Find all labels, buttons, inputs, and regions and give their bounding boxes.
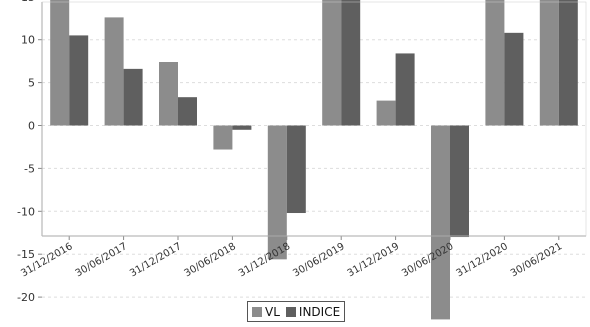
bar-vl-1 (104, 17, 124, 126)
bar-indice-9 (558, 0, 578, 126)
bar-indice-2 (178, 97, 197, 126)
x-tick-label: 31/12/2020 (454, 241, 509, 279)
x-tick-label: 31/12/2018 (237, 241, 292, 279)
y-tick-label: -15 (17, 248, 35, 261)
legend-label-indice: INDICE (298, 304, 341, 319)
y-tick-label: 0 (28, 120, 35, 133)
bar-vl-0 (50, 0, 70, 126)
bars (50, 0, 578, 320)
bar-vl-5 (322, 0, 342, 126)
legend: VL INDICE (247, 301, 346, 322)
x-axis-labels: 31/12/201630/06/201731/12/201730/06/2018… (19, 236, 564, 279)
bar-vl-2 (159, 62, 178, 126)
bar-indice-7 (450, 125, 469, 238)
bar-indice-1 (123, 68, 143, 126)
bar-vl-4 (267, 125, 287, 260)
legend-label-vl: VL (265, 304, 280, 319)
y-tick-label: 5 (28, 77, 35, 90)
bar-indice-6 (395, 53, 415, 126)
bar-indice-4 (286, 125, 306, 214)
y-tick-label: -20 (17, 291, 35, 304)
x-tick-label: 31/12/2017 (128, 241, 183, 279)
y-tick-label: -10 (17, 205, 35, 218)
legend-swatch-indice (285, 306, 296, 317)
y-tick-label: -5 (24, 162, 35, 175)
bar-indice-5 (341, 0, 361, 126)
y-tick-label: 15 (21, 0, 35, 4)
x-tick-label: 30/06/2019 (291, 241, 346, 279)
x-tick-label: 30/06/2021 (509, 241, 564, 279)
y-axis-ticks: 2520151050-5-10-15-20 (17, 0, 42, 304)
plot-border (41, 1, 587, 237)
legend-swatch-vl (252, 306, 262, 317)
bar-vl-8 (485, 0, 505, 126)
x-tick-label: 30/06/2018 (182, 241, 237, 279)
bar-indice-8 (504, 32, 524, 126)
legend-item-vl: VL (252, 305, 280, 319)
bar-vl-6 (376, 100, 396, 126)
x-tick-label: 30/06/2017 (74, 241, 129, 279)
x-tick-label: 31/12/2019 (346, 241, 401, 279)
bar-indice-3 (232, 125, 252, 130)
y-tick-label: 10 (21, 34, 35, 47)
bar-indice-0 (69, 35, 89, 126)
bar-vl-9 (539, 0, 559, 126)
bar-vl-3 (213, 125, 233, 150)
legend-item-indice: INDICE (285, 304, 341, 319)
bar-vl-7 (431, 125, 450, 320)
